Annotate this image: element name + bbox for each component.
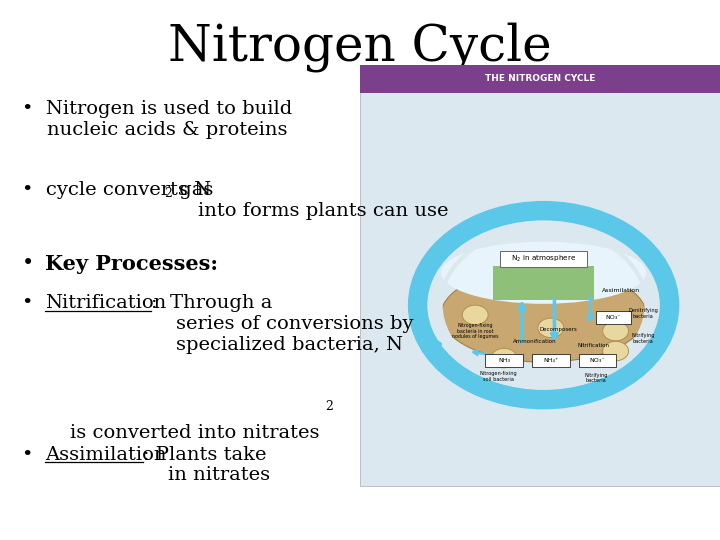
- Text: Assimilation: Assimilation: [603, 287, 640, 293]
- FancyBboxPatch shape: [532, 354, 570, 367]
- FancyBboxPatch shape: [360, 65, 720, 486]
- Text: gas
    into forms plants can use: gas into forms plants can use: [173, 181, 449, 220]
- Text: Nitrifying
bacteria: Nitrifying bacteria: [631, 333, 654, 344]
- Text: Ammonification: Ammonification: [513, 339, 557, 345]
- Text: :  Through a
    series of conversions by
    specialized bacteria, N: : Through a series of conversions by spe…: [151, 294, 414, 354]
- Circle shape: [603, 321, 629, 341]
- Text: is converted into nitrates: is converted into nitrates: [45, 424, 319, 442]
- Text: Denitrifying
bacteria: Denitrifying bacteria: [628, 308, 658, 319]
- Text: •: •: [22, 294, 45, 312]
- Text: THE NITROGEN CYCLE: THE NITROGEN CYCLE: [485, 75, 595, 83]
- Text: NH₃: NH₃: [498, 357, 510, 363]
- FancyBboxPatch shape: [500, 251, 587, 267]
- Text: •: •: [22, 446, 45, 463]
- Ellipse shape: [441, 242, 647, 304]
- Text: Nitrogen Cycle: Nitrogen Cycle: [168, 22, 552, 72]
- FancyBboxPatch shape: [579, 354, 616, 367]
- FancyBboxPatch shape: [485, 354, 523, 367]
- Text: N$_2$ in atmosphere: N$_2$ in atmosphere: [511, 254, 576, 265]
- Text: Nitrification: Nitrification: [578, 342, 610, 348]
- Text: Nitrogen-fixing
soil bacteria: Nitrogen-fixing soil bacteria: [480, 371, 517, 382]
- FancyBboxPatch shape: [596, 310, 631, 323]
- Text: : Plants take
    in nitrates: : Plants take in nitrates: [143, 446, 270, 484]
- Circle shape: [603, 341, 629, 361]
- Circle shape: [491, 348, 517, 368]
- Circle shape: [432, 221, 655, 389]
- Text: •  cycle converts N: • cycle converts N: [22, 181, 211, 199]
- Ellipse shape: [441, 268, 647, 362]
- Text: Decomposers: Decomposers: [539, 327, 577, 332]
- Circle shape: [462, 305, 488, 325]
- Text: Nitrification: Nitrification: [45, 294, 166, 312]
- Text: NO₃⁻: NO₃⁻: [590, 357, 606, 363]
- FancyBboxPatch shape: [360, 65, 720, 93]
- Text: Nitrogen-fixing
bacteria in root
nodules of legumes: Nitrogen-fixing bacteria in root nodules…: [452, 323, 498, 339]
- Text: 2: 2: [164, 187, 172, 200]
- Text: Assimilation: Assimilation: [45, 446, 166, 463]
- Text: NH₄⁺: NH₄⁺: [543, 357, 559, 363]
- Text: NO₃⁻: NO₃⁻: [606, 314, 621, 320]
- Text: Key Processes:: Key Processes:: [45, 254, 217, 274]
- Text: 2: 2: [325, 400, 333, 413]
- Text: Nitrifying
bacteria: Nitrifying bacteria: [585, 373, 608, 383]
- FancyBboxPatch shape: [493, 266, 594, 300]
- Circle shape: [538, 318, 564, 338]
- Text: •: •: [22, 254, 47, 273]
- Text: •  Nitrogen is used to build
    nucleic acids & proteins: • Nitrogen is used to build nucleic acid…: [22, 100, 292, 139]
